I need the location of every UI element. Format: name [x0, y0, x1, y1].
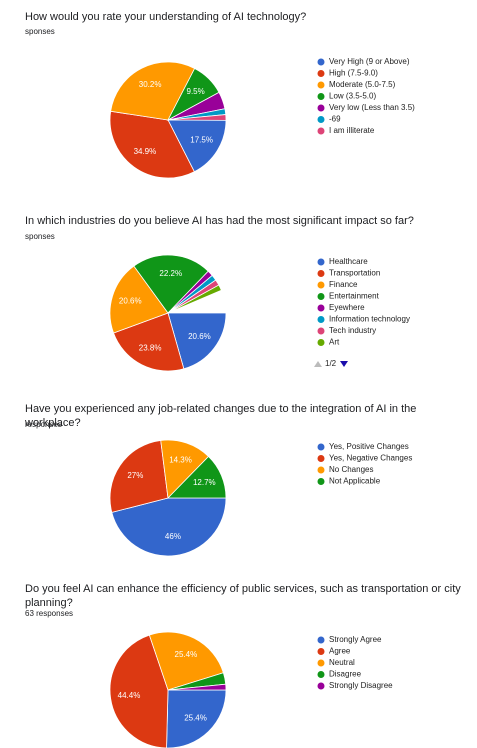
- pie-slice: [110, 61, 196, 121]
- legend-swatch: [317, 327, 325, 335]
- legend-swatch: [317, 104, 325, 112]
- pie-slice: [109, 440, 169, 513]
- slice-label: 23.8%: [139, 343, 162, 352]
- pie-slice: [167, 284, 222, 314]
- response-count: 63 responses: [25, 609, 74, 618]
- legend-swatch: [317, 270, 325, 277]
- pie-slice: [111, 497, 227, 557]
- legend-swatch: [317, 466, 325, 474]
- legend-swatch: [317, 58, 325, 66]
- legend-swatch: [317, 293, 325, 300]
- legend-swatch: [317, 659, 325, 667]
- legend-label: Healthcare: [329, 257, 368, 266]
- slice-label: 22.2%: [159, 269, 182, 278]
- pie-slice: [133, 254, 209, 314]
- legend-label: Eyewhere: [329, 303, 365, 312]
- slice-label: 20.6%: [119, 297, 142, 306]
- legend-label: Very High (9 or Above): [329, 57, 410, 66]
- legend-label: Finance: [329, 280, 358, 289]
- pie-slice: [167, 119, 227, 173]
- legend-page: 1/2: [325, 359, 337, 368]
- question-title: How would you rate your understanding of…: [25, 11, 307, 23]
- pie-slice: [148, 631, 224, 691]
- slice-label: 14.3%: [169, 456, 192, 465]
- legend-label: Very low (Less than 3.5): [329, 103, 415, 112]
- pie-slice: [109, 110, 195, 179]
- legend-label: Entertainment: [329, 292, 380, 301]
- legend-swatch: [317, 443, 325, 451]
- legend-label: Yes, Positive Changes: [329, 442, 409, 451]
- legend-swatch: [317, 478, 325, 485]
- pie-slice: [113, 312, 185, 372]
- response-count: responses: [25, 420, 62, 429]
- slice-label: 30.2%: [139, 80, 162, 89]
- response-count: sponses: [25, 232, 55, 241]
- legend-swatch: [317, 316, 325, 323]
- legend-swatch: [317, 648, 325, 655]
- legend-label: Neutral: [329, 658, 355, 667]
- slice-label: 25.4%: [175, 650, 198, 659]
- legend-label: Tech industry: [329, 326, 376, 335]
- legend-label: High (7.5-9.0): [329, 69, 378, 78]
- slice-label: 46%: [165, 532, 181, 541]
- slice-label: 44.4%: [118, 691, 141, 700]
- pager-next[interactable]: [340, 361, 348, 367]
- legend-label: Art: [329, 338, 340, 347]
- question-title: Have you experienced any job-related cha…: [25, 403, 417, 429]
- legend-swatch: [317, 455, 325, 462]
- legend-swatch: [317, 116, 325, 123]
- legend-swatch: [317, 281, 325, 289]
- pie-slice: [167, 683, 227, 691]
- legend-swatch: [317, 339, 325, 346]
- pie-slice: [167, 455, 227, 499]
- pager-prev: [314, 361, 322, 367]
- legend-label: Agree: [329, 647, 351, 656]
- response-count: sponses: [25, 27, 55, 36]
- pie-slice: [160, 439, 210, 499]
- legend-swatch: [317, 70, 325, 77]
- legend-swatch: [317, 93, 325, 100]
- legend-swatch: [317, 258, 325, 266]
- legend-label: Yes, Negative Changes: [329, 454, 412, 463]
- legend-label: Transportation: [329, 269, 380, 278]
- slice-label: 27%: [127, 471, 143, 480]
- legend-swatch: [317, 304, 325, 312]
- pie-slice: [109, 634, 169, 748]
- pie-slice: [109, 265, 169, 334]
- legend-label: Strongly Disagree: [329, 681, 393, 690]
- pie-slice: [167, 114, 227, 121]
- legend-label: I am illiterate: [329, 126, 375, 135]
- pie-slice: [167, 312, 227, 370]
- legend-label: Disagree: [329, 670, 362, 679]
- slice-label: 12.7%: [193, 478, 216, 487]
- slice-label: 25.4%: [184, 713, 207, 722]
- legend-label: Moderate (5.0-7.5): [329, 80, 396, 89]
- legend-swatch: [317, 127, 325, 135]
- legend-label: -69: [329, 115, 341, 124]
- legend-label: Low (3.5-5.0): [329, 92, 376, 101]
- legend-swatch: [317, 81, 325, 89]
- legend-swatch: [317, 671, 325, 678]
- legend-label: Information technology: [329, 315, 410, 324]
- legend-swatch: [317, 682, 325, 690]
- slice-label: 20.6%: [188, 332, 211, 341]
- slice-label: 9.5%: [187, 87, 205, 96]
- slice-label: 17.5%: [190, 136, 213, 145]
- question-title: In which industries do you believe AI ha…: [25, 215, 414, 227]
- legend-label: Not Applicable: [329, 477, 381, 486]
- legend-swatch: [317, 636, 325, 644]
- slice-label: 34.9%: [134, 147, 157, 156]
- legend-label: No Changes: [329, 465, 373, 474]
- legend-label: Strongly Agree: [329, 635, 382, 644]
- question-title: Do you feel AI can enhance the efficienc…: [25, 583, 461, 609]
